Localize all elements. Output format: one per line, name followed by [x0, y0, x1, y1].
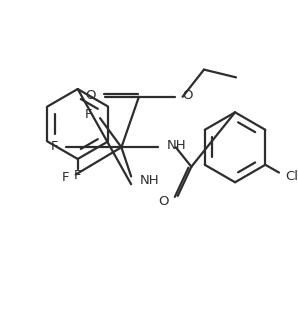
- Text: F: F: [51, 140, 58, 153]
- Text: Cl: Cl: [285, 170, 298, 183]
- Text: O: O: [183, 89, 193, 102]
- Text: F: F: [61, 171, 69, 184]
- Text: F: F: [85, 108, 92, 121]
- Text: F: F: [74, 169, 81, 182]
- Text: O: O: [159, 195, 169, 208]
- Text: NH: NH: [167, 139, 187, 152]
- Text: NH: NH: [140, 174, 159, 187]
- Text: O: O: [86, 89, 96, 102]
